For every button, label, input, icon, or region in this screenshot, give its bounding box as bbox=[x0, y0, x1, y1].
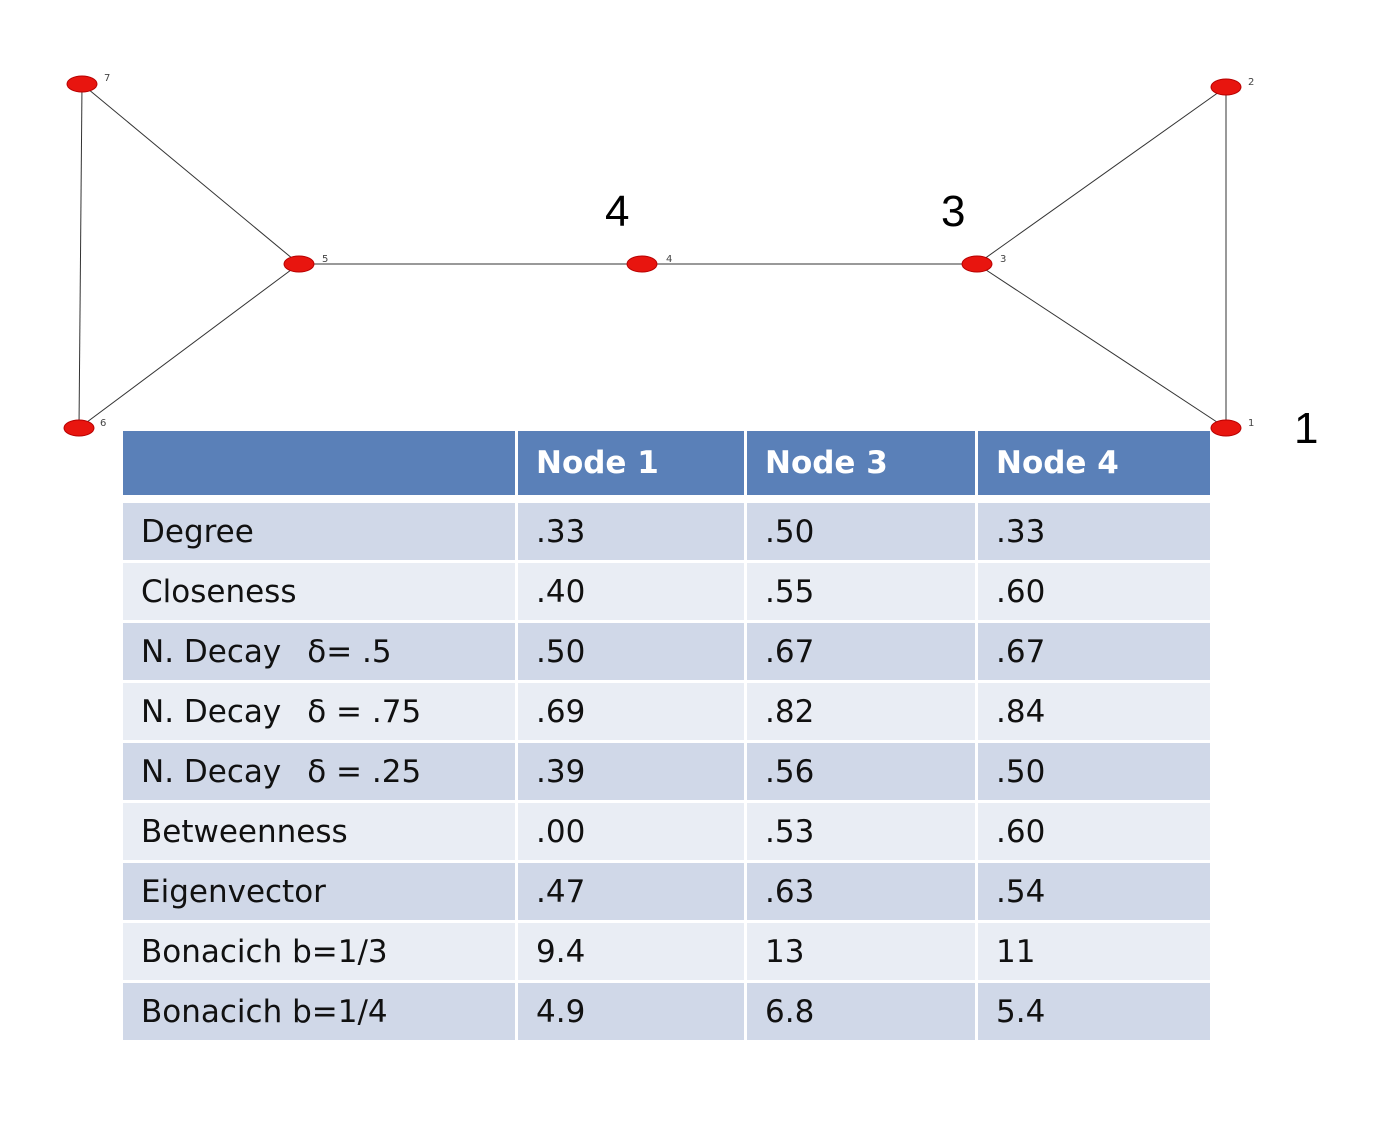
metric-cell: Betweenness bbox=[123, 803, 518, 863]
metric-name: N. Decay bbox=[141, 633, 282, 670]
node-label-5: 5 bbox=[322, 254, 328, 265]
value-cell: 4.9 bbox=[518, 983, 747, 1043]
value-cell: .50 bbox=[747, 503, 978, 563]
edge-3-2 bbox=[976, 86, 1227, 265]
value-cell: .40 bbox=[518, 563, 747, 623]
value-cell: 11 bbox=[978, 923, 1210, 983]
value-cell: .00 bbox=[518, 803, 747, 863]
metric-name: Bonacich b=1/4 bbox=[141, 993, 388, 1030]
delta-param: δ = .75 bbox=[307, 693, 422, 730]
value-cell: .67 bbox=[747, 623, 978, 683]
metric-cell: Bonacich b=1/3 bbox=[123, 923, 518, 983]
node-6[interactable] bbox=[63, 419, 95, 437]
metric-name: Bonacich b=1/3 bbox=[141, 933, 388, 970]
node-label-1: 1 bbox=[1248, 418, 1254, 429]
table-row: Closeness .40 .55 .60 bbox=[123, 563, 1210, 623]
value-cell: .54 bbox=[978, 863, 1210, 923]
edge-6-5 bbox=[78, 263, 300, 429]
metric-name: Eigenvector bbox=[141, 873, 326, 910]
value-cell: .67 bbox=[978, 623, 1210, 683]
node-labels: 7 5 4 3 2 1 6 bbox=[100, 73, 1254, 429]
value-cell: .60 bbox=[978, 563, 1210, 623]
header-node-3: Node 3 bbox=[747, 431, 978, 503]
nodes bbox=[63, 75, 1242, 437]
table-row: Bonacich b=1/4 4.9 6.8 5.4 bbox=[123, 983, 1210, 1043]
value-cell: 5.4 bbox=[978, 983, 1210, 1043]
value-cell: .60 bbox=[978, 803, 1210, 863]
node-label-6: 6 bbox=[100, 418, 106, 429]
table-header-row: Node 1 Node 3 Node 4 bbox=[123, 431, 1210, 503]
node-label-3: 3 bbox=[1000, 254, 1006, 265]
value-cell: .63 bbox=[747, 863, 978, 923]
metric-cell: Degree bbox=[123, 503, 518, 563]
callout-labels: 4 3 1 bbox=[605, 187, 1318, 453]
value-cell: .69 bbox=[518, 683, 747, 743]
edge-7-5 bbox=[81, 83, 300, 265]
metric-cell: Eigenvector bbox=[123, 863, 518, 923]
edges bbox=[78, 83, 1227, 429]
table-row: N. Decay δ = .25 .39 .56 .50 bbox=[123, 743, 1210, 803]
callout-node-1: 1 bbox=[1294, 404, 1318, 453]
metric-name: Degree bbox=[141, 513, 254, 550]
header-metric bbox=[123, 431, 518, 503]
node-7[interactable] bbox=[66, 75, 98, 93]
node-1[interactable] bbox=[1210, 419, 1242, 437]
header-node-4: Node 4 bbox=[978, 431, 1210, 503]
node-5[interactable] bbox=[283, 255, 315, 273]
value-cell: .50 bbox=[518, 623, 747, 683]
value-cell: .47 bbox=[518, 863, 747, 923]
edge-3-1 bbox=[976, 263, 1227, 429]
metric-cell: N. Decay δ= .5 bbox=[123, 623, 518, 683]
node-label-4: 4 bbox=[666, 254, 672, 265]
value-cell: .50 bbox=[978, 743, 1210, 803]
metric-name: Closeness bbox=[141, 573, 297, 610]
value-cell: .82 bbox=[747, 683, 978, 743]
metric-cell: Bonacich b=1/4 bbox=[123, 983, 518, 1043]
callout-node-4: 4 bbox=[605, 187, 629, 236]
table-row: N. Decay δ= .5 .50 .67 .67 bbox=[123, 623, 1210, 683]
value-cell: .56 bbox=[747, 743, 978, 803]
node-label-2: 2 bbox=[1248, 77, 1254, 88]
metric-cell: N. Decay δ = .25 bbox=[123, 743, 518, 803]
table-row: N. Decay δ = .75 .69 .82 .84 bbox=[123, 683, 1210, 743]
value-cell: 9.4 bbox=[518, 923, 747, 983]
value-cell: .53 bbox=[747, 803, 978, 863]
value-cell: .55 bbox=[747, 563, 978, 623]
metric-cell: Closeness bbox=[123, 563, 518, 623]
centrality-table: Node 1 Node 3 Node 4 Degree .33 .50 .33 … bbox=[123, 431, 1210, 1043]
value-cell: .84 bbox=[978, 683, 1210, 743]
table-row: Betweenness .00 .53 .60 bbox=[123, 803, 1210, 863]
value-cell: .33 bbox=[978, 503, 1210, 563]
metric-name: N. Decay bbox=[141, 753, 282, 790]
node-4[interactable] bbox=[626, 255, 658, 273]
value-cell: 13 bbox=[747, 923, 978, 983]
edge-7-6 bbox=[78, 83, 83, 429]
node-3[interactable] bbox=[961, 255, 993, 273]
value-cell: 6.8 bbox=[747, 983, 978, 1043]
table-row: Bonacich b=1/3 9.4 13 11 bbox=[123, 923, 1210, 983]
table-row: Eigenvector .47 .63 .54 bbox=[123, 863, 1210, 923]
node-label-7: 7 bbox=[104, 73, 110, 84]
metric-cell: N. Decay δ = .75 bbox=[123, 683, 518, 743]
delta-param: δ= .5 bbox=[307, 633, 392, 670]
value-cell: .33 bbox=[518, 503, 747, 563]
metric-name: N. Decay bbox=[141, 693, 282, 730]
table-row: Degree .33 .50 .33 bbox=[123, 503, 1210, 563]
callout-node-3: 3 bbox=[941, 187, 965, 236]
delta-param: δ = .25 bbox=[307, 753, 422, 790]
metric-name: Betweenness bbox=[141, 813, 348, 850]
node-2[interactable] bbox=[1210, 78, 1242, 96]
value-cell: .39 bbox=[518, 743, 747, 803]
header-node-1: Node 1 bbox=[518, 431, 747, 503]
